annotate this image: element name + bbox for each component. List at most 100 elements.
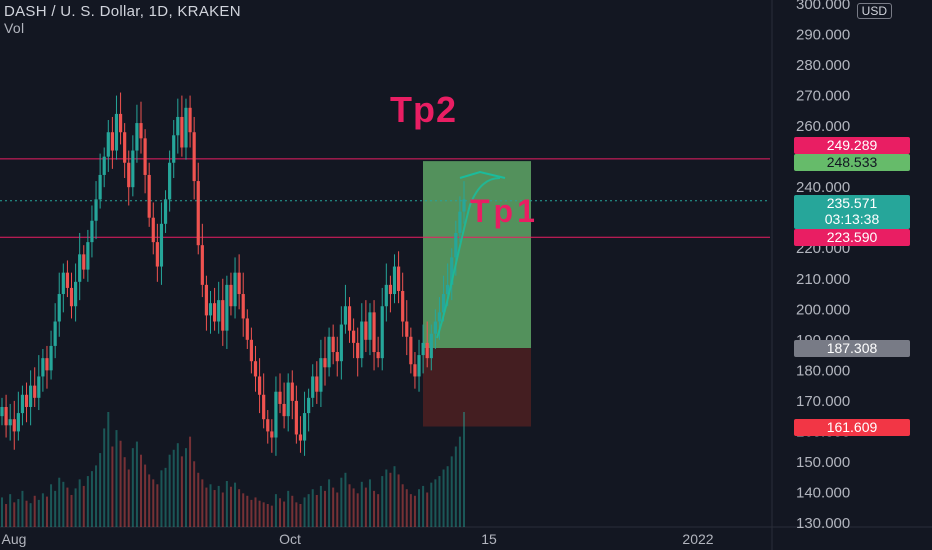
volume-bar [246,495,249,527]
price-tick-label: 150.000 [796,454,850,471]
candle-body [82,254,86,270]
candle-body [462,199,466,212]
volume-bar [17,499,20,527]
volume-bar [340,477,343,527]
arrow-head [459,170,506,179]
price-tick-label: 290.000 [796,27,850,44]
candle-body [274,391,278,438]
volume-bar [405,489,408,527]
time-tick-label: 15 [481,531,497,547]
candle-body [425,342,429,359]
candle-body [69,287,74,307]
volume-bar [377,494,380,527]
candle-body [53,321,57,346]
candle-body [49,345,53,371]
volume-bar [438,476,441,527]
volume-bar [103,428,106,527]
candle-body [155,242,159,267]
candle-body [401,290,405,322]
volume-bar [90,471,93,527]
candle-body [356,342,360,359]
volume-bar [323,490,326,527]
volume-bar [270,505,273,527]
candle-body [16,413,20,432]
candle-body [168,162,172,200]
volume-bar [291,495,294,527]
time-tick-label: 2022 [682,531,713,547]
candle-body [446,284,450,295]
candle-body [217,300,221,322]
tp1-annotation: Tp1 [470,193,539,229]
price-tick-label: 240.000 [796,179,850,196]
volume-label[interactable]: Vol [4,20,25,36]
candle-body [159,223,164,267]
entry-badge: 187.308 [794,340,910,357]
volume-bar [144,464,147,527]
volume-bar [172,449,175,527]
candle-body [20,394,25,414]
volume-bar [152,479,155,527]
candle-body [278,391,282,404]
volume-bar [148,474,151,527]
volume-bar [205,487,208,527]
volume-bar [5,504,8,527]
candle-body [204,284,209,316]
volume-bar [189,436,192,527]
candle-body [61,272,65,295]
candle-body [94,199,98,221]
volume-bar [242,493,245,527]
candle-body [229,284,233,307]
volume-bar [258,500,261,527]
candle-body [323,358,327,368]
volume-bar [279,498,282,527]
candle-body [12,419,16,432]
volume-bar [319,485,322,527]
price-tick-label: 210.000 [796,271,850,288]
volume-bar [127,469,130,527]
volume-bar [262,502,265,527]
candle-body [192,132,196,182]
volume-bar [70,494,73,527]
candle-body [110,132,114,151]
volume-bar [29,503,32,527]
candle-body [221,300,225,331]
candle-body [417,355,421,377]
volume-bar [364,487,367,527]
candle-body [196,181,200,246]
volume-bar [140,454,143,527]
volume-bar [250,499,253,527]
candle-body [335,352,339,362]
candle-body [127,162,131,188]
volume-bar [119,440,122,527]
volume-bar [422,485,425,527]
candle-body [441,294,446,313]
candle-body [65,272,70,288]
candle-body [311,376,315,398]
candle-body [172,135,176,163]
candle-body [102,156,106,175]
volume-bar [426,492,429,527]
volume-bar [303,497,306,527]
volume-bar [328,479,331,527]
symbol-title[interactable]: DASH / U. S. Dollar, 1D, KRAKEN [4,3,241,20]
volume-bar [193,461,196,527]
volume-bar [176,443,179,527]
price-tick-label: 280.000 [796,57,850,74]
volume-bar [45,496,48,527]
volume-bar [82,485,85,527]
candle-body [123,132,127,163]
candle-body [437,312,442,322]
volume-bar [115,430,118,527]
candle-body [257,376,262,395]
candle-body [98,174,102,200]
volume-bar [156,484,159,527]
volume-bar [229,486,232,527]
candle-body [262,394,266,420]
volume-bar [360,481,363,527]
volume-bar [307,494,310,527]
price-tick-label: 180.000 [796,362,850,379]
candle-body [376,352,380,359]
candle-body [208,303,213,316]
currency-label[interactable]: USD [856,3,892,19]
